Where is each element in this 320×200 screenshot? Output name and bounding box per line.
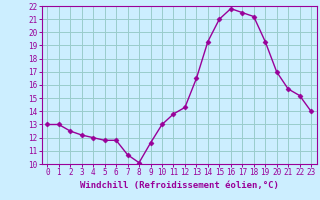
X-axis label: Windchill (Refroidissement éolien,°C): Windchill (Refroidissement éolien,°C) xyxy=(80,181,279,190)
